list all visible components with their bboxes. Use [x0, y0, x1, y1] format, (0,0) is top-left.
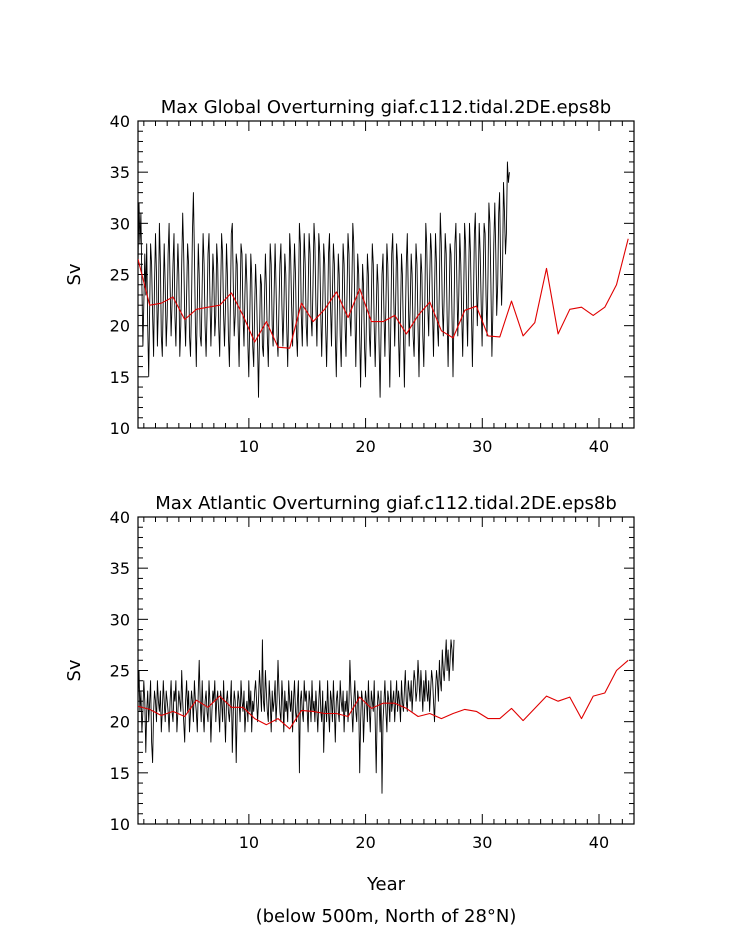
x-axis-label: Year — [366, 874, 406, 895]
monthly-series-line — [138, 639, 455, 794]
plot-frame — [137, 516, 635, 825]
x-tick-label: 30 — [472, 833, 492, 852]
x-tick-label: 20 — [355, 437, 375, 456]
y-tick-label: 30 — [110, 610, 130, 629]
x-tick-label: 10 — [239, 833, 259, 852]
y-tick-label: 40 — [110, 508, 130, 527]
atlantic-overturning-panel: 10 15 20 25 30 35 40 10 20 30 40 Max Atlantic Overt… — [64, 493, 635, 852]
x-tick-label: 30 — [472, 437, 492, 456]
x-tick-label: 10 — [239, 437, 259, 456]
y-tick-label: 25 — [110, 266, 130, 285]
y-tick-label: 20 — [110, 713, 130, 732]
footnote: (below 500m, North of 28°N) — [256, 906, 517, 927]
global-overturning-panel: 10 15 20 25 30 35 40 10 20 30 40 Max Global Overtur… — [64, 97, 635, 456]
y-tick-label: 10 — [110, 419, 130, 438]
y-axis-label: Sv — [64, 263, 85, 285]
y-tick-label: 25 — [110, 662, 130, 681]
y-tick-label: 20 — [110, 317, 130, 336]
y-tick-label: 30 — [110, 214, 130, 233]
y-tick-label: 15 — [110, 764, 130, 783]
chart-title: Max Atlantic Overturning giaf.c112.tidal… — [155, 493, 617, 514]
monthly-series-line — [138, 161, 510, 398]
x-tick-label: 40 — [589, 833, 609, 852]
annual-mean-line — [138, 238, 629, 349]
y-tick-label: 35 — [110, 163, 130, 182]
chart-title: Max Global Overturning giaf.c112.tidal.2… — [161, 97, 611, 118]
y-tick-label: 15 — [110, 368, 130, 387]
y-tick-label: 40 — [110, 112, 130, 131]
y-axis-label: Sv — [64, 659, 85, 681]
annual-mean-line — [138, 659, 629, 730]
x-tick-label: 20 — [355, 833, 375, 852]
x-tick-label: 40 — [589, 437, 609, 456]
y-tick-label: 35 — [110, 559, 130, 578]
y-tick-label: 10 — [110, 815, 130, 834]
